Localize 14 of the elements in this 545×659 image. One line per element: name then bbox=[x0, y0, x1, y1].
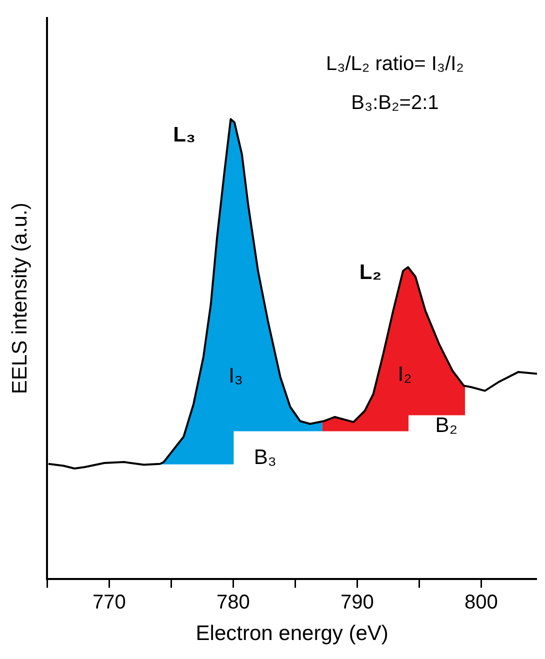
annotation: I₂ bbox=[398, 363, 412, 386]
annotation: I₃ bbox=[228, 364, 243, 388]
text: B₃:B₂=2:1 bbox=[351, 92, 439, 114]
text: L₃/L₂ ratio= I₃/I₂ bbox=[326, 53, 464, 76]
x-tick-label: 770 bbox=[92, 591, 126, 614]
annotation: B₂ bbox=[435, 414, 458, 438]
x-tick-label: 780 bbox=[216, 591, 250, 614]
x-axis-title: Electron energy (eV) bbox=[196, 622, 388, 646]
x-tick-label: 800 bbox=[464, 591, 498, 614]
annotation: L₂ bbox=[359, 260, 382, 284]
x-tick-label: 790 bbox=[340, 591, 374, 614]
annotation: L₃ bbox=[173, 124, 196, 147]
annotation: B₃ bbox=[254, 446, 276, 470]
y-axis-title: EELS intensity (a.u.) bbox=[8, 202, 32, 394]
